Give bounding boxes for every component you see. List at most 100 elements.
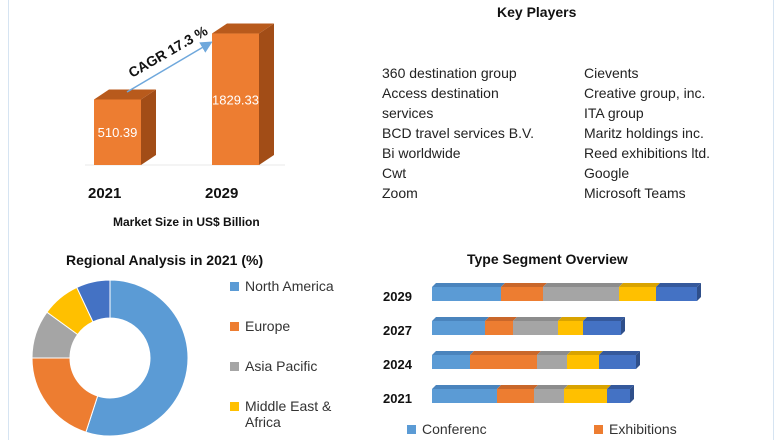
segment-top [432, 283, 505, 287]
segment-0 [432, 355, 470, 369]
segment-0 [432, 389, 497, 403]
legend-label: Conferenc [422, 421, 487, 437]
key-player-item: Access destination [382, 85, 499, 101]
legend-item: Europe [230, 318, 350, 334]
category-label-2029: 2029 [205, 185, 239, 202]
bar-end [630, 385, 634, 403]
legend-swatch [230, 282, 239, 291]
key-player-item: Bi worldwide [382, 145, 461, 161]
bar-row-2027: 2027 [383, 317, 625, 338]
key-players-title: Key Players [497, 4, 577, 20]
bar-top [212, 23, 274, 34]
key-player-item: Reed exhibitions ltd. [584, 145, 711, 161]
legend-item: North America [230, 278, 350, 294]
type-segment-chart: 2029 2027 2024 2021 [383, 283, 701, 406]
category-label: 2024 [383, 357, 413, 372]
segment-top [564, 385, 611, 389]
bar-row-2024: 2024 [383, 351, 640, 372]
bar-end [697, 283, 701, 301]
segment-top [583, 317, 625, 321]
segment-4 [656, 287, 697, 301]
key-player-item: Cievents [584, 65, 639, 81]
segment-3 [619, 287, 656, 301]
segment-top [485, 317, 517, 321]
legend-label: North America [245, 278, 334, 294]
frame-border-right [773, 0, 774, 440]
legend-item-conferenc: Conferenc [407, 421, 487, 437]
key-player-item: BCD travel services B.V. [382, 125, 534, 141]
key-player-item: Maritz holdings inc. [584, 125, 704, 141]
legend-item-exhibitions: Exhibitions [594, 421, 677, 437]
segment-0 [432, 287, 501, 301]
segment-top [497, 385, 538, 389]
segment-4 [607, 389, 630, 403]
type-segment-title: Type Segment Overview [467, 251, 628, 267]
legend-label: Exhibitions [609, 421, 677, 437]
bar-end [636, 351, 640, 369]
segment-top [567, 351, 603, 355]
segment-top [619, 283, 660, 287]
market-size-xlabel: Market Size in US$ Billion [113, 215, 260, 229]
segment-4 [599, 355, 636, 369]
legend-label: Middle East & Africa [245, 398, 332, 430]
segment-2 [543, 287, 619, 301]
segment-top [470, 351, 541, 355]
segment-2 [513, 321, 558, 335]
regional-title: Regional Analysis in 2021 (%) [66, 252, 264, 268]
legend-swatch [230, 402, 239, 411]
donut-slice-south-america [76, 279, 111, 323]
bar-side [259, 23, 274, 165]
segment-top [432, 351, 474, 355]
segment-top [432, 385, 501, 389]
category-label: 2029 [383, 289, 412, 304]
segment-3 [558, 321, 583, 335]
segment-top [537, 351, 571, 355]
segment-top [656, 283, 701, 287]
legend-swatch [407, 425, 416, 434]
bar-front [212, 33, 259, 165]
segment-top [501, 283, 547, 287]
legend-swatch [230, 322, 239, 331]
bar-row-2029: 2029 [383, 283, 701, 304]
segment-top [543, 283, 623, 287]
key-player-item: Google [584, 165, 630, 181]
bar-2029: 1829.33 [212, 23, 274, 165]
cagr-arrow [126, 41, 213, 93]
bar-value-label: 510.39 [98, 125, 138, 140]
segment-top [607, 385, 634, 389]
legend-swatch [230, 362, 239, 371]
segment-1 [485, 321, 513, 335]
bar-end [621, 317, 625, 335]
segment-top [599, 351, 640, 355]
segment-top [558, 317, 587, 321]
key-player-item: Cwt [382, 165, 407, 181]
segment-1 [501, 287, 543, 301]
key-player-item: Microsoft Teams [584, 185, 686, 201]
donut-slice-europe [31, 357, 99, 433]
segment-1 [497, 389, 534, 403]
regional-donut-chart [31, 279, 189, 437]
donut-slice-north-america [85, 279, 189, 437]
category-label: 2027 [383, 323, 412, 338]
legend-label: Asia Pacific [245, 358, 318, 374]
key-player-item: services [382, 105, 434, 121]
segment-top [534, 385, 568, 389]
frame-border-left [8, 0, 9, 440]
bar-side [141, 89, 156, 165]
legend-item: Middle East & Africa [230, 398, 350, 430]
segment-2 [537, 355, 567, 369]
segment-2 [534, 389, 564, 403]
bar-value-label: 1829.33 [212, 92, 259, 107]
bar-2021: 510.39 [94, 89, 156, 165]
segment-3 [567, 355, 599, 369]
category-label: 2021 [383, 391, 412, 406]
key-players-right-list: Cievents Creative group, inc. ITA group Mar… [584, 63, 710, 203]
key-players-left-list: 360 destination group Access destination s… [382, 63, 534, 203]
category-label-2021: 2021 [88, 185, 122, 202]
segment-4 [583, 321, 621, 335]
key-player-item: ITA group [584, 105, 644, 121]
bar-row-2021: 2021 [383, 385, 634, 406]
cagr-annotation: CAGR 17.3 % [126, 22, 211, 80]
bar-front [94, 99, 141, 165]
